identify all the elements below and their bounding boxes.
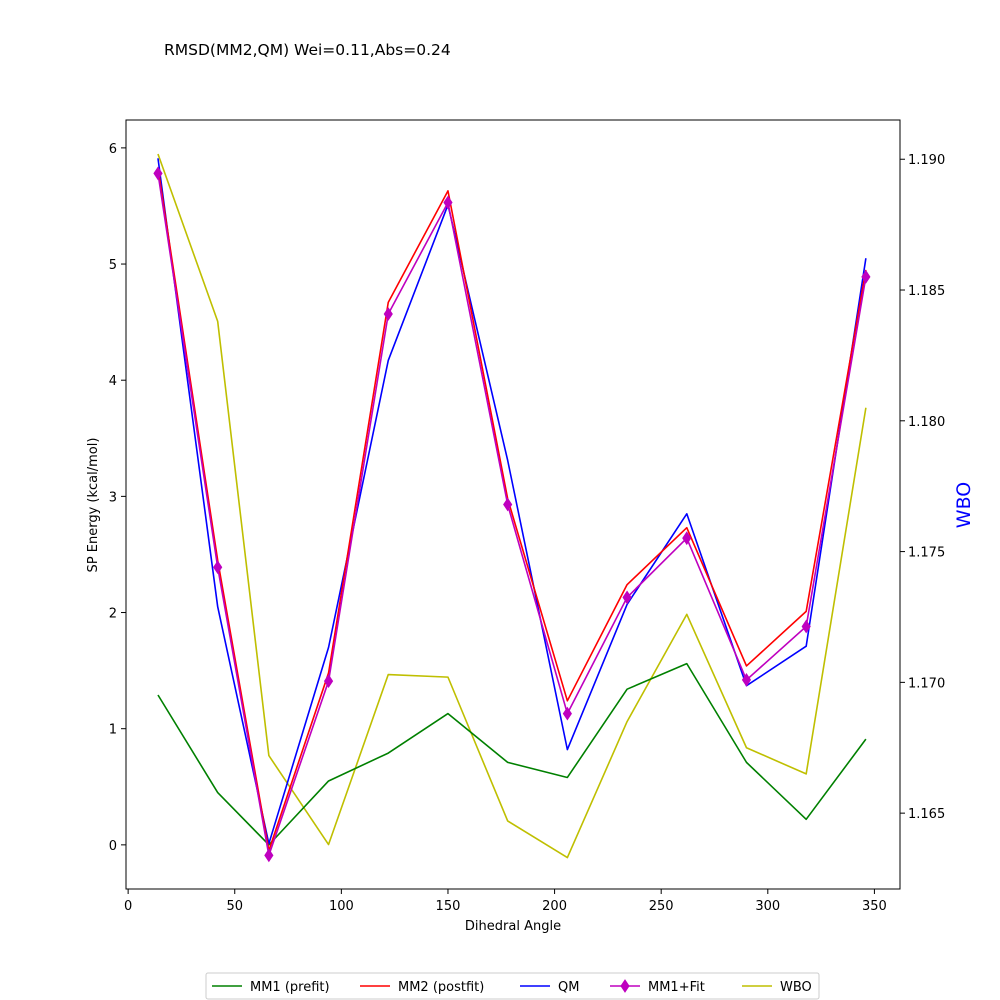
- x-tick-label: 150: [436, 899, 461, 914]
- x-tick-label: 200: [542, 899, 567, 914]
- y-tick-label: 0: [109, 839, 117, 854]
- series-line-mm2-postfit: [157, 167, 867, 852]
- y-tick-label: 6: [109, 142, 117, 157]
- series-layer: [153, 153, 871, 863]
- data-point-mm1-fit: [741, 673, 752, 687]
- legend-frame: [205, 972, 820, 1000]
- series-line-wbo: [157, 153, 867, 859]
- data-point-mm1-fit: [153, 166, 163, 181]
- plot-frame: [125, 119, 901, 890]
- x-tick-label: 100: [329, 899, 354, 914]
- data-point-mm1-fit: [622, 590, 632, 605]
- legend-label-mm1-fit: MM1+Fit: [648, 980, 705, 995]
- plot-area: [125, 119, 901, 890]
- data-point-mm1-fit: [861, 269, 871, 284]
- y-tick-label: 3: [109, 490, 117, 505]
- x-axis-label: Dihedral Angle: [465, 919, 561, 934]
- legend-marker-mm1-fit: [620, 979, 630, 993]
- y-axis-left: 0 1 2 3 4 5 6: [109, 142, 126, 854]
- legend-label-mm2-postfit: MM2 (postfit): [398, 980, 484, 995]
- legend-label-qm: QM: [558, 980, 579, 995]
- x-tick-label: 0: [124, 899, 132, 914]
- data-point-mm1-fit: [323, 674, 334, 688]
- y2-axis-label: WBO: [953, 482, 975, 528]
- series-line-mm1-prefit: [157, 662, 867, 846]
- data-point-mm1-fit: [383, 307, 393, 321]
- y-axis-label: SP Energy (kcal/mol): [86, 438, 101, 573]
- x-tick-label: 300: [755, 899, 780, 914]
- y-tick-label: 4: [109, 374, 117, 389]
- y2-tick-label: 1.180: [908, 415, 945, 430]
- x-tick-label: 350: [862, 899, 887, 914]
- legend-label-mm1-prefit: MM1 (prefit): [250, 980, 330, 995]
- y2-tick-label: 1.165: [908, 807, 945, 822]
- y-tick-label: 2: [109, 607, 117, 622]
- data-point-mm1-fit: [264, 848, 274, 863]
- data-point-mm1-fit: [503, 497, 513, 512]
- legend: MM1 (prefit) MM2 (postfit) QM MM1+Fit WBO: [205, 972, 820, 1000]
- data-point-mm1-fit: [443, 195, 453, 210]
- y2-tick-label: 1.190: [908, 153, 945, 168]
- y2-tick-label: 1.170: [908, 676, 945, 691]
- data-point-mm1-fit: [801, 619, 811, 634]
- x-tick-label: 50: [226, 899, 243, 914]
- series-line-qm: [157, 158, 867, 845]
- data-point-mm1-fit: [562, 706, 572, 721]
- x-tick-label: 250: [649, 899, 674, 914]
- data-point-mm1-fit: [682, 531, 692, 546]
- y-tick-label: 5: [109, 258, 117, 273]
- y2-tick-label: 1.185: [908, 284, 945, 299]
- data-point-mm1-fit: [213, 560, 223, 575]
- x-axis: 0 50 100 150 200 250 300 350: [124, 889, 887, 914]
- y-axis-right: 1.165 1.170 1.175 1.180 1.185 1.190: [900, 153, 945, 822]
- y-tick-label: 1: [109, 723, 117, 738]
- legend-label-wbo: WBO: [780, 980, 812, 995]
- y2-tick-label: 1.175: [908, 546, 945, 561]
- chart-title: RMSD(MM2,QM) Wei=0.11,Abs=0.24: [164, 41, 451, 59]
